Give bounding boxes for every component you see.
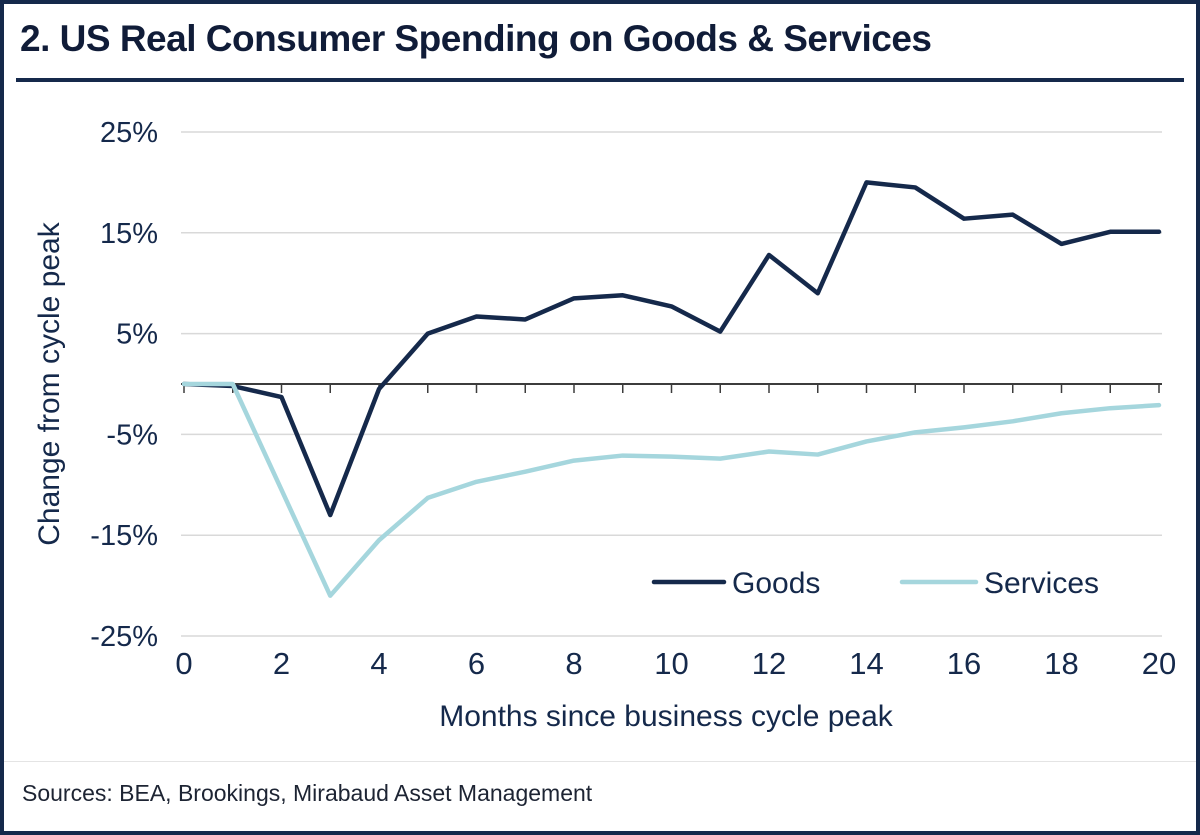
x-tick-label: 20 — [1142, 646, 1176, 681]
y-tick-label: -25% — [90, 621, 158, 653]
y-tick-label: 5% — [116, 319, 158, 351]
chart-title: 2. US Real Consumer Spending on Goods & … — [20, 18, 932, 59]
series-line-goods — [181, 180, 1162, 518]
x-tick-label: 16 — [947, 646, 981, 681]
y-tick-label: 25% — [100, 117, 158, 149]
legend-label-goods: Goods — [732, 567, 820, 600]
sources-note: Sources: BEA, Brookings, Mirabaud Asset … — [22, 780, 593, 806]
x-axis-title: Months since business cycle peak — [439, 700, 894, 733]
y-tick-label: -5% — [106, 419, 158, 451]
x-tick-label: 12 — [752, 646, 786, 681]
x-tick-label: 10 — [654, 646, 688, 681]
legend-label-services: Services — [984, 567, 1099, 600]
y-tick-label: -15% — [90, 520, 158, 552]
x-tick-label: 14 — [849, 646, 883, 681]
chart-canvas: Change from cycle peak Months since busi… — [33, 117, 1176, 733]
x-tick-label: 8 — [565, 646, 582, 681]
x-tick-label: 18 — [1044, 646, 1078, 681]
y-axis-title: Change from cycle peak — [33, 221, 66, 545]
series-line-services — [181, 381, 1162, 598]
title-divider — [16, 78, 1184, 82]
x-tick-label: 2 — [273, 646, 290, 681]
x-tick-label: 6 — [468, 646, 485, 681]
y-tick-label: 15% — [100, 218, 158, 250]
footer-divider — [4, 761, 1196, 762]
x-tick-label: 4 — [370, 646, 387, 681]
x-tick-label: 0 — [175, 646, 192, 681]
